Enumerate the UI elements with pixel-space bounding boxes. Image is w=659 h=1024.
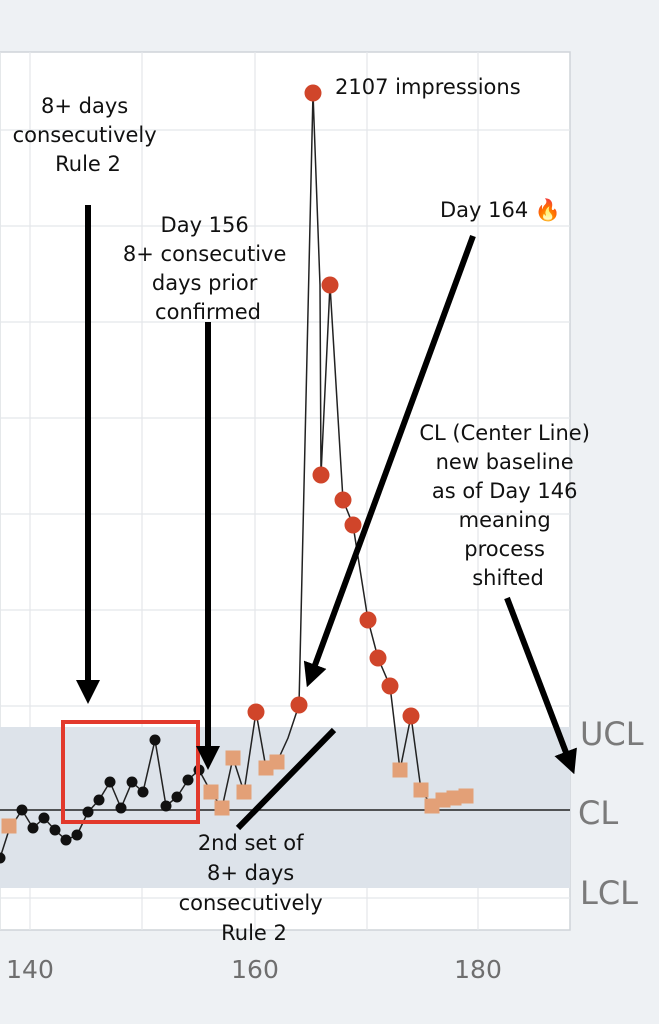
- point-in-control: [104, 776, 116, 788]
- point-rule-flag: [1, 818, 17, 834]
- annotation-rule2-second: 2nd set of 8+ days consecutively Rule 2: [179, 831, 330, 945]
- point-out-of-control: [402, 707, 420, 725]
- point-out-of-control: [334, 491, 352, 509]
- point-rule-flag: [413, 782, 429, 798]
- point-rule-flag: [203, 784, 219, 800]
- point-rule-flag: [214, 800, 230, 816]
- point-out-of-control: [369, 649, 387, 667]
- ucl-label: UCL: [580, 715, 644, 753]
- point-in-control: [49, 824, 61, 836]
- point-in-control: [93, 794, 105, 806]
- point-in-control: [82, 806, 94, 818]
- point-out-of-control: [381, 677, 399, 695]
- x-tick-180: 180: [454, 955, 502, 984]
- point-rule-flag: [269, 754, 285, 770]
- annotation-cl-note: CL (Center Line) new baseline as of Day …: [419, 421, 596, 590]
- point-in-control: [0, 852, 6, 864]
- point-in-control: [115, 802, 127, 814]
- point-out-of-control: [312, 466, 330, 484]
- control-limit-band: [0, 727, 570, 888]
- point-rule-flag: [458, 788, 474, 804]
- point-in-control: [60, 834, 72, 846]
- annotation-day156: Day 156 8+ consecutive days prior confir…: [123, 213, 293, 324]
- x-tick-160: 160: [231, 955, 279, 984]
- point-out-of-control: [321, 276, 339, 294]
- point-in-control: [182, 774, 194, 786]
- gridlines: [0, 52, 570, 930]
- line-rule2-second: [235, 727, 337, 831]
- point-rule-flag: [225, 750, 241, 766]
- point-rule-flag: [446, 790, 462, 806]
- arrow-day164: [303, 234, 476, 688]
- point-rule-flag: [236, 784, 252, 800]
- point-in-control: [126, 776, 138, 788]
- point-in-control: [160, 800, 172, 812]
- annotation-rule2-first: 8+ days consecutively Rule 2: [13, 94, 164, 176]
- annotation-day164: Day 164 🔥: [440, 197, 561, 222]
- point-in-control: [171, 791, 183, 803]
- x-tick-140: 140: [6, 955, 54, 984]
- cl-label: CL: [578, 794, 618, 832]
- point-in-control: [137, 786, 149, 798]
- point-in-control: [149, 734, 161, 746]
- point-out-of-control: [344, 516, 362, 534]
- point-out-of-control: [247, 703, 265, 721]
- lcl-label: LCL: [580, 874, 638, 912]
- data-points: [0, 84, 474, 864]
- point-out-of-control: [290, 696, 308, 714]
- arrow-cl-note: [504, 596, 577, 775]
- rule2-highlight-box: [61, 720, 200, 824]
- point-in-control: [38, 812, 50, 824]
- annotation-peak: 2107 impressions: [335, 75, 521, 99]
- point-in-control: [16, 804, 28, 816]
- point-in-control: [71, 829, 83, 841]
- point-in-control: [27, 822, 39, 834]
- point-out-of-control: [359, 611, 377, 629]
- point-rule-flag: [392, 762, 408, 778]
- point-out-of-control: [304, 84, 322, 102]
